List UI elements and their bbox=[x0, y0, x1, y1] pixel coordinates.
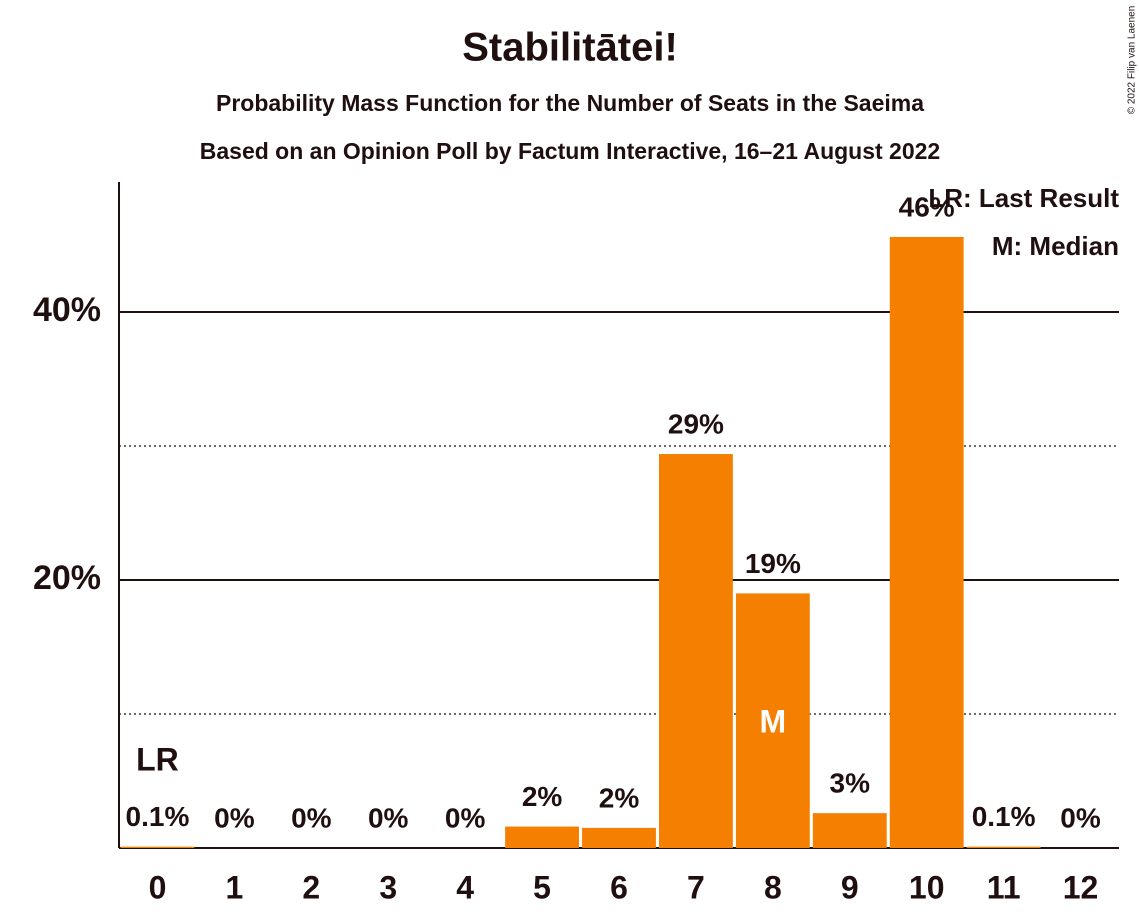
x-tick-label: 4 bbox=[456, 869, 474, 905]
value-label: 2% bbox=[522, 781, 563, 812]
bar bbox=[966, 846, 1041, 848]
value-label: 2% bbox=[599, 782, 640, 813]
bar bbox=[735, 593, 810, 848]
x-tick-label: 3 bbox=[379, 869, 397, 905]
bar bbox=[120, 846, 195, 848]
chart-title: Stabilitātei! bbox=[462, 26, 678, 70]
x-tick-label: 0 bbox=[149, 869, 167, 905]
value-label: 0.1% bbox=[972, 801, 1036, 832]
last-result-marker: LR bbox=[136, 741, 179, 777]
chart-subtitle: Probability Mass Function for the Number… bbox=[216, 90, 924, 116]
x-tick-label: 1 bbox=[225, 869, 243, 905]
value-label: 3% bbox=[830, 768, 871, 799]
value-label: 0% bbox=[291, 802, 332, 833]
x-tick-label: 11 bbox=[987, 869, 1021, 905]
chart-subtitle: Based on an Opinion Poll by Factum Inter… bbox=[200, 138, 940, 164]
value-label: 0% bbox=[214, 802, 255, 833]
legend-entry: LR: Last Result bbox=[928, 183, 1119, 213]
bar bbox=[582, 827, 656, 848]
x-tick-label: 7 bbox=[687, 869, 705, 905]
value-label: 0% bbox=[1060, 802, 1101, 833]
x-tick-label: 9 bbox=[841, 869, 859, 905]
x-tick-label: 8 bbox=[764, 869, 782, 905]
median-marker: M bbox=[760, 703, 787, 739]
x-tick-label: 6 bbox=[610, 869, 628, 905]
legend-entry: M: Median bbox=[992, 231, 1119, 261]
y-tick-label: 40% bbox=[33, 291, 101, 329]
y-tick-label: 20% bbox=[33, 559, 101, 597]
bar bbox=[889, 236, 964, 848]
value-label: 0% bbox=[445, 802, 486, 833]
value-label: 19% bbox=[745, 548, 801, 579]
bar bbox=[505, 826, 579, 848]
x-tick-label: 2 bbox=[302, 869, 320, 905]
bar bbox=[659, 454, 733, 848]
x-tick-label: 5 bbox=[533, 869, 551, 905]
copyright: © 2022 Filip van Laenen bbox=[1127, 6, 1138, 115]
value-label: 29% bbox=[668, 408, 724, 439]
value-label: 46% bbox=[899, 191, 955, 222]
value-label: 0.1% bbox=[126, 801, 190, 832]
value-label: 0% bbox=[368, 802, 409, 833]
x-tick-label: 12 bbox=[1063, 869, 1099, 905]
x-tick-label: 10 bbox=[909, 869, 945, 905]
bar bbox=[812, 813, 887, 848]
